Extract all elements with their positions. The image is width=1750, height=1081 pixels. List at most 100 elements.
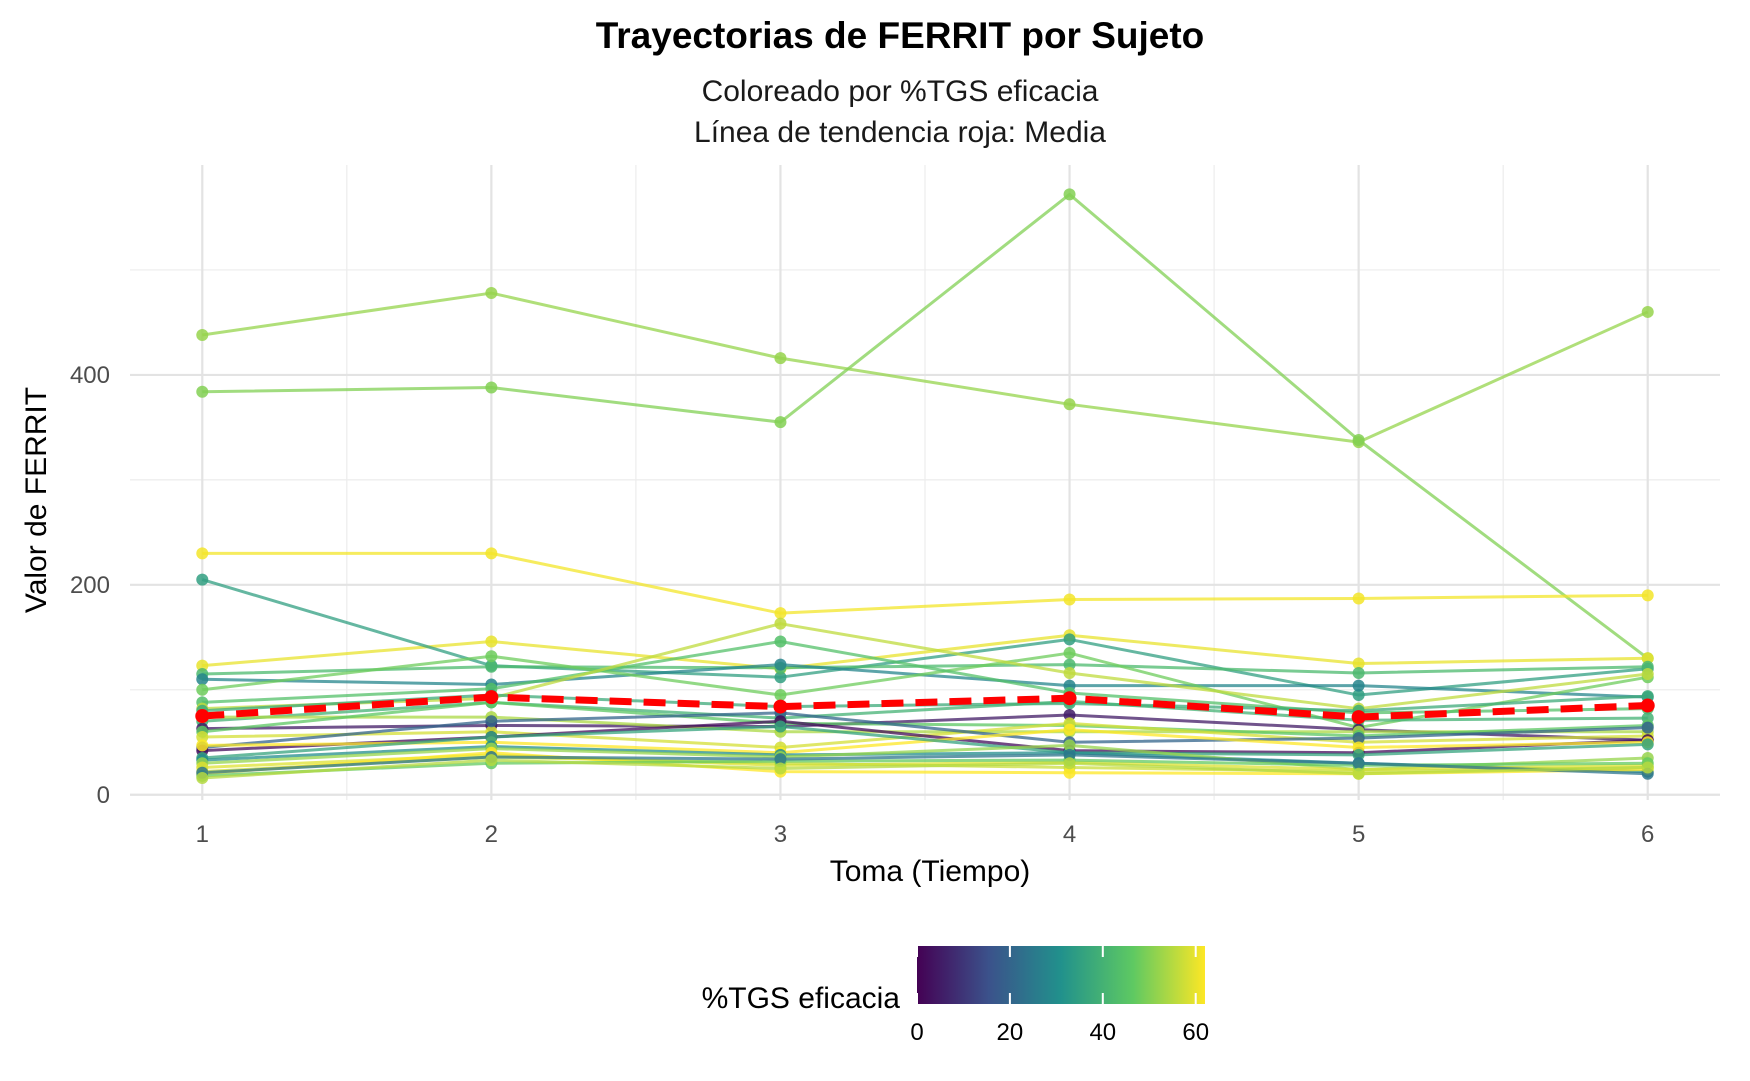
legend-title: %TGS eficacia [702,982,901,1015]
mean-line [202,693,1648,721]
subject-point [774,720,787,733]
subject-point [1352,689,1365,702]
subject-point [485,715,498,728]
subject-line [202,699,1648,723]
x-tick-label: 6 [1641,821,1654,848]
mean-point [195,709,210,724]
subject-point [774,416,787,429]
subject-line [202,700,1648,738]
x-tick-label: 2 [485,821,498,848]
y-tick-label: 400 [70,362,110,389]
y-tick-label: 200 [70,572,110,599]
subject-point [485,731,498,744]
mean-point [773,699,788,714]
subject-point [1641,761,1654,774]
subject-point [1063,647,1076,660]
subject-point [774,762,787,775]
subject-line [202,192,1649,660]
subject-point [1641,589,1654,602]
subject-point [196,673,209,686]
subject-line [202,711,1648,750]
mean-point [1640,698,1655,713]
axes: 1 2 3 4 5 6 0 200 400 [70,362,1654,848]
subject-point [485,660,498,673]
subject-point [485,547,498,560]
subject-line [202,758,1648,780]
subject-point [774,689,787,702]
y-axis-title: Valor de FERRIT [20,387,53,613]
subject-point [1063,748,1076,761]
subject-point [1063,766,1076,779]
x-tick-label: 3 [774,821,787,848]
subject-point [196,385,209,398]
subject-point [1063,633,1076,646]
subject-point [196,683,209,696]
mean-point [1062,691,1077,706]
x-axis-title: Toma (Tiempo) [830,855,1031,888]
x-tick-label: 5 [1352,821,1365,848]
subject-point [485,635,498,648]
subject-point [774,671,787,684]
subject-point [1063,739,1076,752]
subject-point [1641,738,1654,751]
legend-tick-label: 0 [910,1019,923,1046]
chart-subtitle-line-1: Coloreado por %TGS eficacia [702,75,1099,108]
subject-point [485,287,498,300]
subject-point [1352,679,1365,692]
subject-point [774,617,787,630]
subject-point [1063,723,1076,736]
subject-point [1641,305,1654,318]
subject-point [774,658,787,671]
subject-point [1352,592,1365,605]
x-tick-label: 1 [196,821,209,848]
subject-line [202,728,1648,755]
legend-tick-label: 60 [1182,1019,1209,1046]
legend: %TGS eficacia 0 20 40 60 [702,946,1209,1046]
mean-trend [195,690,1655,725]
subject-point [1352,657,1365,670]
subject-point [1641,652,1654,665]
chart-title: Trayectorias de FERRIT por Sujeto [596,15,1205,56]
subject-line [202,633,1648,671]
subject-point [774,352,787,365]
mean-point [1351,710,1366,725]
legend-tick-label: 40 [1089,1019,1116,1046]
subject-point [774,607,787,620]
mean-point [484,690,499,705]
subject-point [1063,593,1076,606]
subject-point [196,547,209,560]
subject-point [196,731,209,744]
subject-point [1352,732,1365,745]
subject-point [1063,658,1076,671]
subject-point [196,329,209,342]
subject-point [196,659,209,672]
subject-point [1352,748,1365,761]
subject-point [1063,398,1076,411]
subject-point [485,381,498,394]
subject-point [196,739,209,752]
subject-line [202,291,1649,444]
subject-point [485,650,498,663]
x-tick-label: 4 [1063,821,1076,848]
subject-point [1641,668,1654,681]
legend-tick-label: 20 [997,1019,1024,1046]
subject-point [1352,667,1365,679]
subject-line [201,578,1648,697]
subject-point [1352,767,1365,780]
subject-point [1352,433,1365,446]
subject-point [774,635,787,648]
subject-point [1641,721,1654,734]
subject-line [202,725,1648,760]
subject-point [1063,708,1076,721]
subject-point [1063,757,1076,770]
subject-point [1641,690,1654,703]
subject-line [202,551,1648,615]
subject-point [1352,757,1365,770]
chart-subtitle-line-2: Línea de tendencia roja: Media [694,116,1106,149]
subject-point [1063,188,1076,201]
subject-point [1063,667,1076,679]
subject-line [202,715,1648,734]
y-tick-label: 0 [97,782,110,809]
subject-point [196,573,209,586]
